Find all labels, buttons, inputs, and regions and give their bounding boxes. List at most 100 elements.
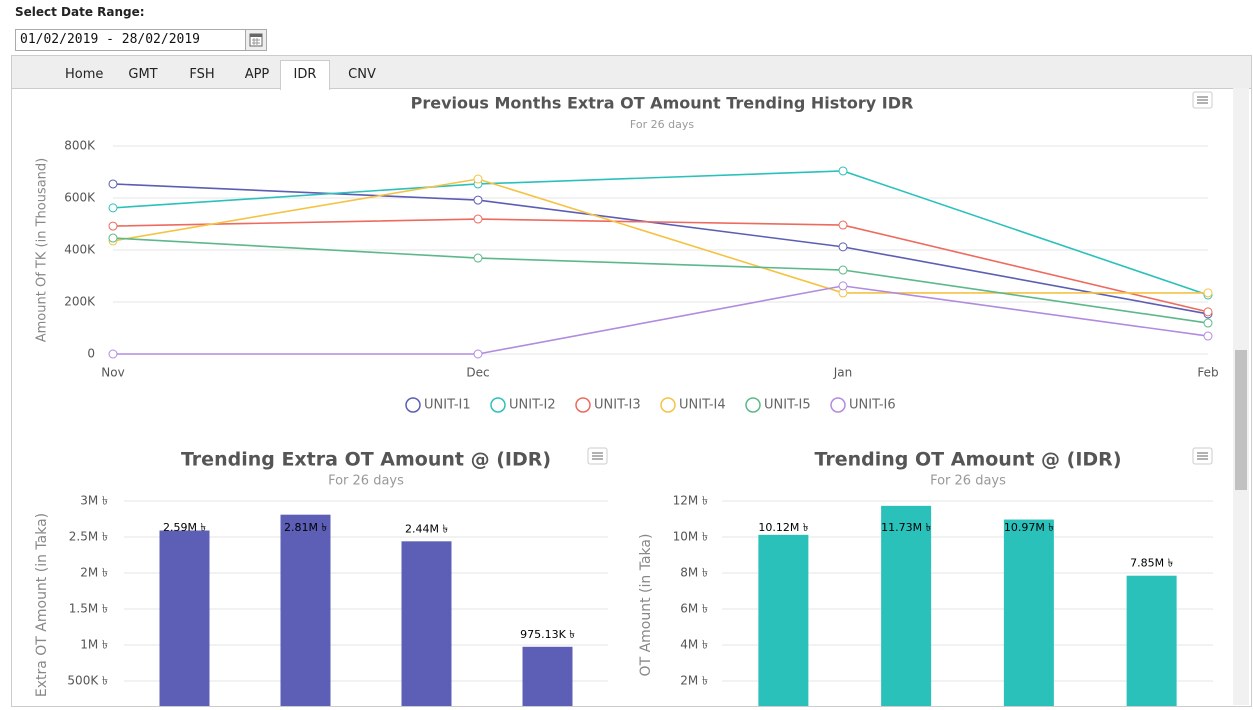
- bar: [280, 514, 331, 706]
- y-axis-title: OT Amount (in Taka): [638, 534, 654, 677]
- point-marker: [473, 174, 483, 184]
- y-tick-label: 500K ৳: [67, 674, 108, 688]
- chart-title: Trending OT Amount @ (IDR): [815, 449, 1122, 471]
- y-axis-title: Extra OT Amount (in Taka): [34, 513, 50, 697]
- point-marker: [108, 233, 118, 243]
- point-marker: [473, 253, 483, 263]
- scrollbar-thumb[interactable]: [1235, 350, 1247, 490]
- y-tick-label: 12M ৳: [673, 494, 708, 508]
- bar: [1126, 575, 1177, 706]
- menu-icon[interactable]: [1192, 447, 1213, 465]
- legend-label: UNIT-I1: [424, 398, 471, 413]
- legend-marker: [405, 397, 421, 413]
- y-axis-title: Amount Of TK (in Thousand): [35, 158, 50, 343]
- point-marker: [108, 349, 118, 359]
- x-tick-label: Dec: [466, 366, 489, 380]
- calendar-icon: [249, 33, 263, 47]
- value-label: 10.12M ৳: [758, 521, 808, 534]
- legend-marker: [660, 397, 676, 413]
- point-marker: [1203, 307, 1213, 317]
- legend-label: UNIT-I5: [764, 398, 811, 413]
- y-tick-label: 6M ৳: [680, 602, 708, 616]
- point-marker: [473, 195, 483, 205]
- y-tick-label: 2M ৳: [680, 674, 708, 688]
- chart-title: Previous Months Extra OT Amount Trending…: [411, 94, 914, 113]
- tab-panel: Home GMT FSH APP IDR CNV: [11, 55, 1252, 707]
- value-label: 11.73M ৳: [881, 521, 931, 534]
- x-tick-label: Jan: [833, 366, 853, 380]
- tab[interactable]: Home: [65, 67, 104, 82]
- y-tick-label: 0: [87, 347, 95, 361]
- bar: [522, 646, 573, 706]
- tab[interactable]: APP: [244, 67, 270, 82]
- bar: [1003, 519, 1054, 706]
- legend-marker: [490, 397, 506, 413]
- bar: [159, 530, 210, 706]
- point-marker: [838, 242, 848, 252]
- value-label: 2.81M ৳: [284, 521, 327, 534]
- legend-label: UNIT-I3: [594, 398, 641, 413]
- legend-label: UNIT-I2: [509, 398, 556, 413]
- tab[interactable]: GMT: [128, 67, 158, 82]
- point-marker: [473, 214, 483, 224]
- series-line: [112, 183, 1209, 315]
- legend-label: UNIT-I4: [679, 398, 726, 413]
- tab[interactable]: CNV: [348, 67, 376, 82]
- tab[interactable]: FSH: [189, 67, 215, 82]
- series-line: [112, 237, 1209, 324]
- point-marker: [108, 179, 118, 189]
- legend-label: UNIT-I6: [849, 398, 896, 413]
- tab-bar: Home GMT FSH APP IDR CNV: [12, 56, 1251, 90]
- chart-subtitle: For 26 days: [630, 118, 694, 131]
- legend-marker: [830, 397, 846, 413]
- y-tick-label: 400K: [64, 243, 96, 257]
- y-tick-label: 1M ৳: [80, 638, 108, 652]
- point-marker: [108, 221, 118, 231]
- y-tick-label: 10M ৳: [673, 530, 708, 544]
- tab[interactable]: IDR: [280, 60, 330, 90]
- y-tick-label: 800K: [64, 139, 96, 153]
- point-marker: [1203, 331, 1213, 341]
- calendar-button[interactable]: [245, 29, 267, 51]
- menu-icon[interactable]: [587, 447, 608, 465]
- chart-subtitle: For 26 days: [328, 474, 404, 489]
- y-tick-label: 2.5M ৳: [69, 530, 108, 544]
- series-line: [113, 285, 1209, 355]
- value-label: 975.13K ৳: [520, 628, 575, 641]
- y-tick-label: 4M ৳: [680, 638, 708, 652]
- point-marker: [1203, 318, 1213, 328]
- point-marker: [108, 203, 118, 213]
- y-tick-label: 3M ৳: [80, 494, 108, 508]
- point-marker: [838, 281, 848, 291]
- legend-marker: [575, 397, 591, 413]
- y-tick-label: 200K: [64, 295, 96, 309]
- value-label: 2.59M ৳: [163, 521, 206, 534]
- value-label: 10.97M ৳: [1004, 521, 1054, 534]
- series-line: [112, 218, 1209, 313]
- point-marker: [473, 349, 483, 359]
- y-tick-label: 2M ৳: [80, 566, 108, 580]
- date-range-label: Select Date Range:: [15, 5, 145, 19]
- x-tick-label: Feb: [1197, 366, 1218, 380]
- bar: [401, 541, 452, 706]
- y-tick-label: 8M ৳: [680, 566, 708, 580]
- value-label: 2.44M ৳: [405, 522, 448, 535]
- point-marker: [838, 220, 848, 230]
- value-label: 7.85M ৳: [1130, 557, 1173, 570]
- charts: Previous Months Extra OT Amount Trending…: [34, 91, 1219, 706]
- y-tick-label: 600K: [64, 191, 96, 205]
- y-tick-label: 1.5M ৳: [69, 602, 108, 616]
- point-marker: [1203, 288, 1213, 298]
- bar: [881, 505, 932, 706]
- point-marker: [838, 265, 848, 275]
- legend-marker: [745, 397, 761, 413]
- bar: [758, 534, 809, 706]
- x-tick-label: Nov: [101, 366, 124, 380]
- chart-subtitle: For 26 days: [930, 474, 1006, 489]
- menu-icon[interactable]: [1192, 91, 1213, 109]
- series-line: [112, 170, 1209, 296]
- chart-title: Trending Extra OT Amount @ (IDR): [181, 449, 551, 471]
- point-marker: [838, 166, 848, 176]
- series-line: [112, 178, 1208, 294]
